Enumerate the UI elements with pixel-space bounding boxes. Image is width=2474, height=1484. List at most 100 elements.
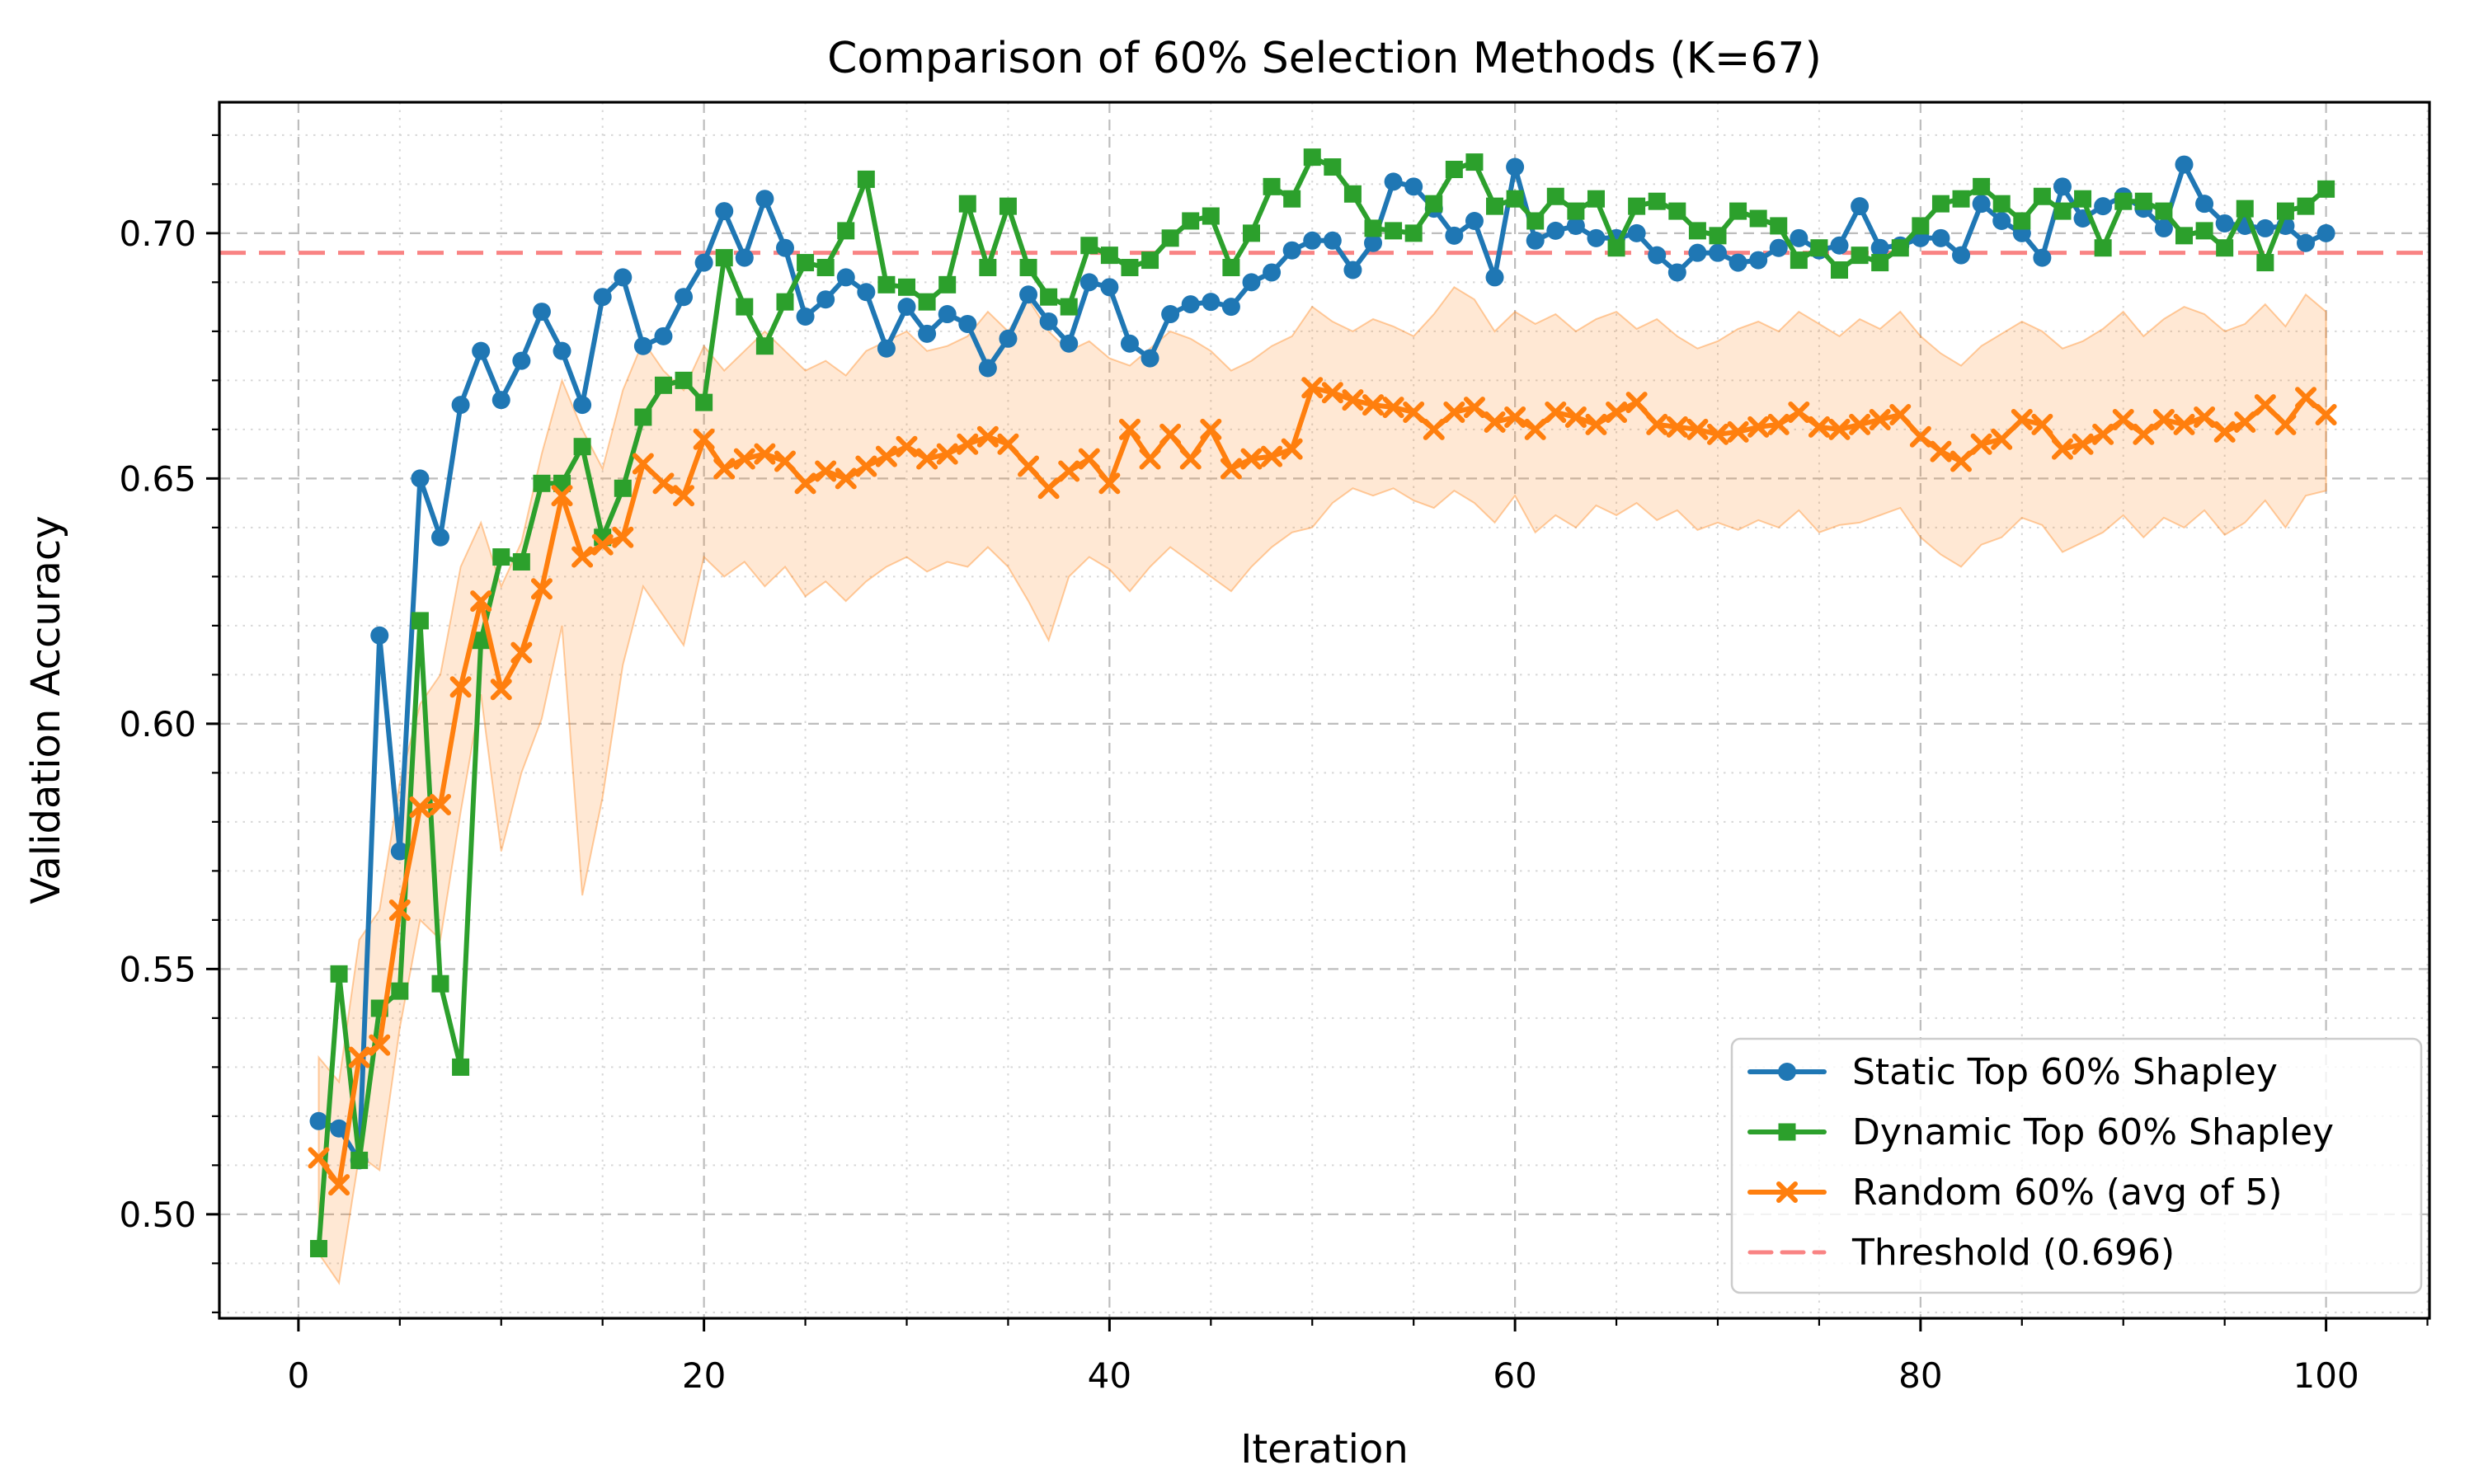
x-marker bbox=[957, 433, 979, 455]
square-marker bbox=[391, 982, 409, 1000]
x-marker bbox=[1301, 377, 1324, 399]
square-marker bbox=[1324, 158, 1342, 176]
square-marker bbox=[1567, 202, 1585, 220]
square-marker bbox=[452, 1058, 470, 1076]
y-tick-label: 0.50 bbox=[119, 1195, 196, 1235]
square-marker bbox=[1688, 222, 1706, 240]
x-marker bbox=[2173, 413, 2195, 435]
square-marker bbox=[2033, 187, 2051, 205]
square-marker bbox=[1385, 222, 1403, 240]
circle-marker bbox=[431, 528, 449, 547]
circle-marker bbox=[735, 248, 754, 267]
legend: Static Top 60% Shapley Dynamic Top 60% Sh… bbox=[1730, 1037, 2423, 1294]
square-marker bbox=[1851, 247, 1869, 265]
x-marker bbox=[2051, 438, 2073, 460]
x-marker bbox=[1200, 418, 1222, 440]
square-marker bbox=[695, 393, 713, 411]
square-marker bbox=[1404, 224, 1423, 242]
circle-marker bbox=[1364, 233, 1383, 252]
square-marker bbox=[1080, 237, 1098, 255]
y-tick-label: 0.60 bbox=[119, 704, 196, 744]
circle-marker bbox=[2195, 195, 2214, 214]
square-marker bbox=[1303, 148, 1321, 167]
circle-marker bbox=[593, 288, 612, 307]
circle-marker bbox=[1749, 251, 1768, 270]
circle-marker bbox=[1323, 231, 1342, 250]
square-marker bbox=[411, 612, 429, 630]
circle-marker bbox=[1161, 305, 1180, 324]
square-marker bbox=[2297, 197, 2315, 215]
circle-marker bbox=[370, 626, 389, 645]
legend-item-static-top-60-shapley: Static Top 60% Shapley bbox=[1747, 1051, 2278, 1093]
x-marker bbox=[815, 460, 837, 482]
square-marker bbox=[1992, 195, 2011, 213]
square-marker bbox=[492, 548, 510, 566]
square-marker bbox=[350, 1151, 369, 1169]
x-marker bbox=[1403, 402, 1425, 424]
square-marker bbox=[1263, 177, 1281, 195]
x-marker bbox=[1179, 448, 1202, 470]
series-line bbox=[316, 162, 2329, 1163]
square-marker bbox=[816, 259, 835, 277]
circle-marker bbox=[654, 326, 673, 345]
x-marker bbox=[308, 1147, 330, 1169]
square-marker bbox=[1749, 209, 1767, 228]
square-marker bbox=[2074, 190, 2092, 208]
circle-marker bbox=[2154, 218, 2173, 237]
x-marker bbox=[693, 428, 715, 450]
x-marker bbox=[409, 796, 431, 819]
legend-circle-marker bbox=[1778, 1063, 1796, 1081]
series-random-60-avg-of-5 bbox=[308, 377, 2337, 1196]
circle-marker bbox=[1688, 243, 1707, 262]
square-marker bbox=[1060, 298, 1078, 316]
circle-marker bbox=[958, 314, 977, 333]
square-marker bbox=[2236, 200, 2254, 218]
circle-marker bbox=[1769, 238, 1788, 257]
circle-marker bbox=[1343, 261, 1362, 279]
x-marker bbox=[976, 425, 999, 448]
circle-marker bbox=[472, 341, 491, 360]
circle-marker bbox=[451, 396, 470, 415]
square-marker bbox=[1364, 219, 1382, 237]
circle-marker bbox=[1708, 243, 1727, 262]
square-marker bbox=[1465, 153, 1484, 171]
circle-marker bbox=[938, 305, 957, 324]
x-marker bbox=[1991, 428, 2013, 450]
x-marker bbox=[1869, 408, 1891, 430]
circle-marker bbox=[1384, 172, 1403, 191]
square-marker bbox=[1931, 195, 1950, 213]
x-marker bbox=[2194, 406, 2216, 428]
x-marker bbox=[1706, 423, 1729, 445]
x-marker bbox=[1545, 402, 1567, 424]
y-axis-label: Validation Accuracy bbox=[23, 515, 69, 904]
y-tick-label: 0.70 bbox=[119, 214, 196, 254]
x-marker bbox=[1484, 411, 1506, 433]
square-marker bbox=[512, 553, 530, 571]
square-marker bbox=[1668, 202, 1686, 220]
square-marker bbox=[1709, 227, 1727, 245]
circle-marker bbox=[1667, 263, 1686, 282]
x-marker bbox=[490, 679, 512, 701]
circle-marker bbox=[633, 336, 652, 355]
square-marker bbox=[1790, 251, 1808, 270]
x-marker bbox=[774, 450, 796, 472]
x-marker bbox=[855, 455, 877, 477]
circle-marker bbox=[1870, 238, 1889, 257]
circle-marker bbox=[1242, 273, 1261, 292]
circle-marker bbox=[1526, 231, 1545, 250]
square-marker bbox=[472, 632, 490, 650]
x-marker bbox=[1281, 438, 1303, 460]
legend-item-dynamic-top-60-shapley: Dynamic Top 60% Shapley bbox=[1747, 1111, 2334, 1153]
legend-label: Random 60% (avg of 5) bbox=[1852, 1172, 2283, 1214]
square-marker bbox=[2094, 239, 2112, 257]
x-marker bbox=[1220, 458, 1242, 480]
square-marker bbox=[634, 408, 652, 426]
square-marker bbox=[1040, 288, 1058, 306]
x-marker bbox=[2274, 413, 2297, 435]
x-marker bbox=[652, 472, 675, 495]
square-marker bbox=[979, 259, 997, 277]
legend-item-random-60-avg-of-5: Random 60% (avg of 5) bbox=[1747, 1172, 2283, 1214]
legend-square-marker bbox=[1778, 1123, 1796, 1141]
x-marker bbox=[530, 578, 553, 600]
square-marker bbox=[2175, 227, 2193, 245]
